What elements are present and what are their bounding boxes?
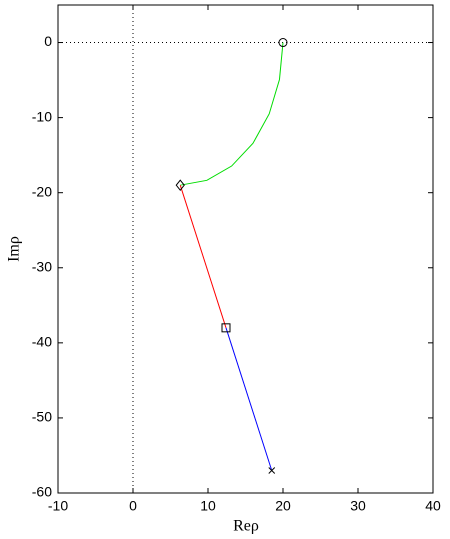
y-axis-label: Imρ [6,236,23,262]
marker [268,467,276,474]
y-tick-label: -40 [32,334,52,350]
y-tick-label: -20 [32,183,52,199]
y-tick-label: 0 [44,33,52,49]
y-tick-label: -60 [32,484,52,500]
line [179,185,227,328]
x-tick-label: 10 [200,498,216,514]
marker [278,38,288,48]
y-tick-label: -10 [32,108,52,124]
x-axis-label: Reρ [233,518,259,535]
x-tick-label: 30 [350,498,366,514]
x-tick-label: 20 [275,498,291,514]
x-tick-label: 40 [425,498,441,514]
x-tick-label: 0 [129,498,137,514]
line [180,42,284,186]
y-tick-label: -50 [32,409,52,425]
marker [221,323,231,333]
x-tick-label: -10 [48,498,68,514]
marker [175,179,185,191]
plot-frame [57,4,434,494]
y-tick-label: -30 [32,258,52,274]
line [225,327,273,471]
